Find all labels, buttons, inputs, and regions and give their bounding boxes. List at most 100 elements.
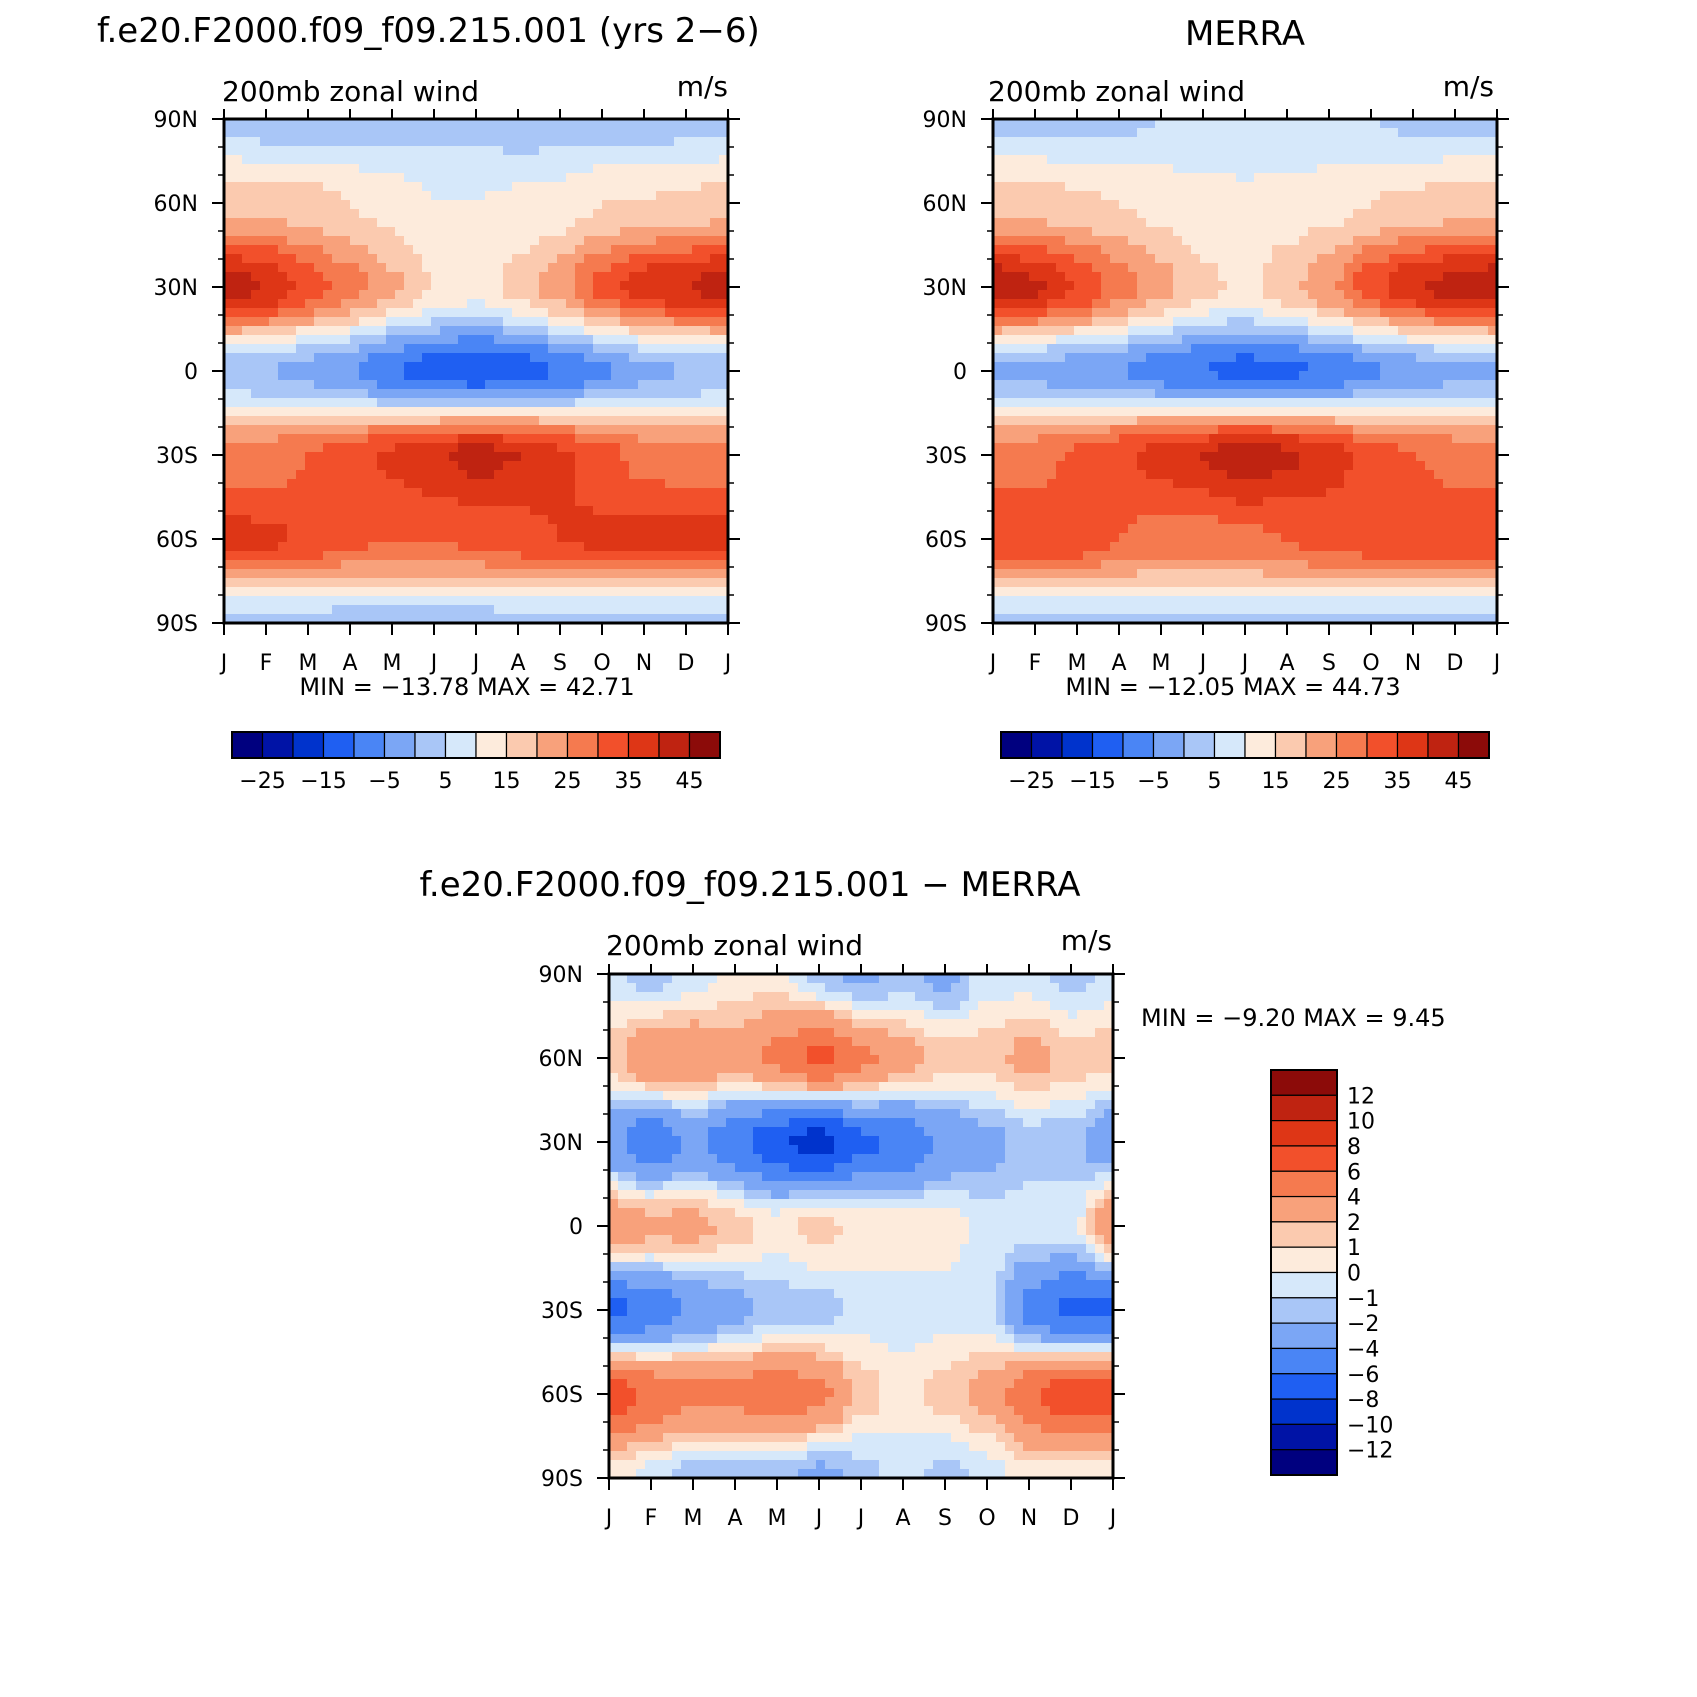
- field-cell: [1173, 155, 1183, 165]
- field-cell: [503, 344, 513, 354]
- field-cell: [332, 524, 342, 534]
- field-cell: [1434, 227, 1444, 237]
- field-cell: [305, 209, 315, 219]
- field-cell: [440, 146, 450, 156]
- field-cell: [512, 119, 522, 129]
- field-cell: [656, 470, 666, 480]
- field-cell: [224, 209, 234, 219]
- colorbar-swatch: [292, 731, 325, 759]
- field-cell: [1065, 182, 1075, 192]
- field-cell: [467, 191, 477, 201]
- field-cell: [377, 173, 387, 183]
- field-cell: [665, 542, 675, 552]
- field-cell: [440, 218, 450, 228]
- field-cell: [692, 389, 702, 399]
- field-cell: [701, 344, 711, 354]
- field-cell: [1245, 299, 1255, 309]
- field-cell: [485, 326, 495, 336]
- field-cell: [368, 416, 378, 426]
- field-cell: [647, 353, 657, 363]
- field-cell: [503, 533, 513, 543]
- field-cell: [557, 299, 567, 309]
- field-cell: [287, 335, 297, 345]
- field-cell: [1020, 236, 1030, 246]
- field-cell: [620, 452, 630, 462]
- field-cell: [440, 317, 450, 327]
- field-cell: [1353, 263, 1363, 273]
- field-cell: [566, 443, 576, 453]
- field-cell: [395, 245, 405, 255]
- field-cell: [1317, 353, 1327, 363]
- field-cell: [395, 434, 405, 444]
- field-cell: [1344, 119, 1354, 129]
- field-cell: [359, 128, 369, 138]
- field-cell: [1029, 236, 1039, 246]
- field-cell: [485, 272, 495, 282]
- field-cell: [521, 389, 531, 399]
- field-cell: [1011, 191, 1021, 201]
- field-cell: [458, 578, 468, 588]
- field-cell: [1074, 344, 1084, 354]
- field-cell: [431, 434, 441, 444]
- field-cell: [575, 317, 585, 327]
- field-cell: [1146, 263, 1156, 273]
- field-cell: [233, 119, 243, 129]
- field-cell: [1173, 245, 1183, 255]
- field-cell: [242, 380, 252, 390]
- field-cell: [1344, 164, 1354, 174]
- field-cell: [674, 416, 684, 426]
- field-cell: [260, 137, 270, 147]
- field-cell: [296, 443, 306, 453]
- field-cell: [701, 425, 711, 435]
- field-cell: [665, 434, 675, 444]
- field-cell: [647, 164, 657, 174]
- field-cell: [602, 299, 612, 309]
- field-cell: [611, 389, 621, 399]
- field-cell: [413, 515, 423, 525]
- field-cell: [332, 533, 342, 543]
- field-cell: [323, 371, 333, 381]
- field-cell: [314, 137, 324, 147]
- field-cell: [242, 290, 252, 300]
- x-tick-label: M: [299, 651, 318, 676]
- field-cell: [1011, 128, 1021, 138]
- field-cell: [1272, 371, 1282, 381]
- field-cell: [692, 515, 702, 525]
- field-cell: [395, 209, 405, 219]
- field-cell: [341, 380, 351, 390]
- field-cell: [1092, 146, 1102, 156]
- field-cell: [314, 371, 324, 381]
- field-cell: [1245, 272, 1255, 282]
- field-cell: [1416, 182, 1426, 192]
- field-cell: [359, 497, 369, 507]
- field-cell: [647, 137, 657, 147]
- field-cell: [431, 281, 441, 291]
- field-cell: [494, 434, 504, 444]
- field-cell: [575, 254, 585, 264]
- field-cell: [1380, 344, 1390, 354]
- field-cell: [1362, 200, 1372, 210]
- field-cell: [413, 191, 423, 201]
- field-cell: [1191, 326, 1201, 336]
- field-cell: [647, 578, 657, 588]
- field-cell: [413, 461, 423, 471]
- field-cell: [413, 434, 423, 444]
- field-cell: [1326, 146, 1336, 156]
- field-cell: [305, 263, 315, 273]
- field-cell: [629, 398, 639, 408]
- field-cell: [1182, 155, 1192, 165]
- field-cell: [242, 272, 252, 282]
- field-cell: [1389, 200, 1399, 210]
- field-cell: [1110, 191, 1120, 201]
- field-cell: [368, 551, 378, 561]
- field-cell: [233, 605, 243, 615]
- field-cell: [1191, 173, 1201, 183]
- field-cell: [260, 452, 270, 462]
- field-cell: [566, 128, 576, 138]
- field-cell: [1353, 182, 1363, 192]
- field-cell: [692, 227, 702, 237]
- field-cell: [260, 353, 270, 363]
- field-cell: [1425, 173, 1435, 183]
- field-cell: [341, 209, 351, 219]
- field-cell: [368, 128, 378, 138]
